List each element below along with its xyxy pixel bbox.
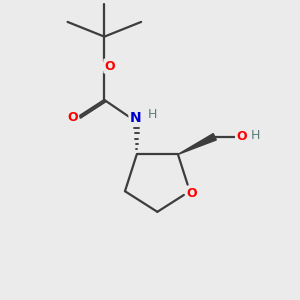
Text: H: H: [147, 108, 157, 121]
Text: H: H: [251, 129, 260, 142]
Polygon shape: [178, 134, 216, 154]
Text: O: O: [68, 111, 78, 124]
Text: O: O: [236, 130, 247, 143]
Text: N: N: [130, 111, 141, 124]
Text: O: O: [104, 60, 115, 73]
Text: O: O: [186, 187, 196, 200]
